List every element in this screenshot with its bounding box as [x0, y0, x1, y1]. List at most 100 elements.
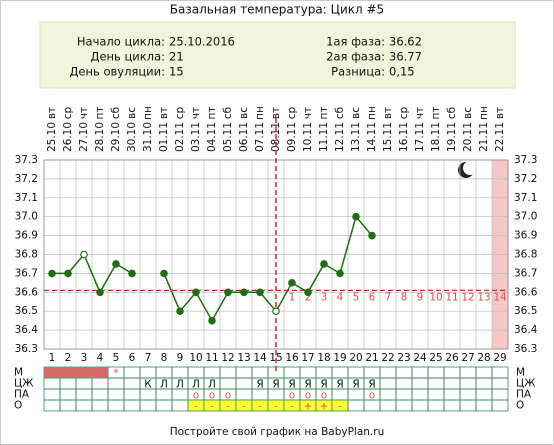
row-label: ПА [14, 389, 30, 401]
menses-cell [60, 367, 76, 378]
x-tick-label: 21 [365, 352, 378, 364]
x-tick-label: 3 [81, 352, 88, 364]
cell-text: Я [272, 379, 279, 391]
y-tick-label-right: 37.1 [514, 192, 537, 204]
cell-text: Я [336, 379, 343, 391]
x-tick-label: 10 [189, 352, 202, 364]
info-label: Разница: [331, 65, 385, 79]
temp-point [192, 288, 200, 297]
cell-text: Л [208, 379, 216, 391]
x-tick-label: 27 [461, 352, 474, 364]
date: 13.11 [350, 122, 362, 152]
cell-text: - [258, 401, 262, 413]
date: 03.11 [190, 122, 202, 152]
temp-point [272, 307, 280, 316]
luteal-day: 8 [401, 291, 408, 303]
cell-text: Л [176, 379, 184, 391]
y-tick-label: 36.7 [15, 267, 38, 279]
info-box [39, 21, 516, 89]
weekday: сб [334, 107, 346, 119]
weekday: вс [350, 107, 362, 119]
date: 09.11 [286, 122, 298, 152]
x-tick-label: 8 [161, 352, 168, 364]
x-tick-label: 5 [113, 352, 120, 364]
x-tick-label: 13 [237, 352, 250, 364]
temp-point [224, 288, 232, 297]
temp-point [352, 212, 360, 221]
weekday: вт [494, 107, 506, 119]
y-tick-label: 37.1 [15, 192, 38, 204]
x-tick-label: 29 [493, 352, 506, 364]
x-tick-label: 23 [397, 352, 410, 364]
x-tick-label: 12 [221, 352, 234, 364]
info-value: 0,15 [389, 65, 415, 79]
temp-point [128, 269, 136, 278]
date: 18.11 [430, 122, 442, 152]
date: 28.10 [94, 122, 106, 152]
temp-point [256, 288, 264, 297]
info-label: День цикла: [90, 50, 165, 64]
x-tick-label: 28 [477, 352, 490, 364]
info-label: 2ая фаза: [326, 50, 385, 64]
date: 30.10 [126, 122, 138, 152]
cell-text: Я [256, 379, 263, 391]
x-tick-label: 22 [381, 352, 394, 364]
info-value: 36.62 [389, 35, 422, 49]
weekday: вт [270, 107, 282, 119]
weekday: пн [478, 106, 490, 120]
date: 05.11 [222, 122, 234, 152]
y-tick-label: 36.9 [15, 230, 38, 242]
info-value: 21 [169, 50, 184, 64]
info-value: 25.10.2016 [169, 35, 235, 49]
cell-text: - [338, 401, 342, 413]
y-tick-label-right: 36.7 [514, 267, 537, 279]
cell-text: о [209, 390, 215, 402]
y-tick-label: 36.3 [15, 343, 38, 355]
y-tick-label-right: 36.3 [514, 343, 537, 355]
row-label-right: М [516, 367, 525, 379]
x-tick-label: 20 [349, 352, 362, 364]
chart-title: Базальная температура: Цикл #5 [170, 3, 384, 17]
date: 29.10 [110, 122, 122, 152]
temp-point [368, 231, 376, 240]
date: 25.10 [46, 122, 58, 152]
x-tick-label: 25 [429, 352, 442, 364]
weekday: вт [46, 107, 58, 119]
x-tick-label: 2 [65, 352, 72, 364]
date: 31.10 [142, 122, 154, 152]
cell [491, 399, 509, 412]
row-label-right: ЦЖ [516, 378, 536, 390]
row-label-right: ПА [516, 389, 532, 401]
date: 17.11 [414, 122, 426, 152]
weekday: вт [158, 107, 170, 119]
temp-point [160, 269, 168, 278]
temp-point [112, 260, 120, 268]
cell-text: - [194, 401, 198, 413]
temp-point [208, 316, 216, 325]
y-tick-label-right: 37.2 [514, 173, 537, 185]
x-tick-label: 9 [177, 352, 184, 364]
cell-text: Я [368, 379, 375, 391]
menses-cell [44, 367, 60, 378]
weekday: сб [222, 107, 234, 119]
weekday: чт [414, 107, 426, 119]
y-tick-label: 36.8 [15, 249, 38, 261]
x-tick-label: 16 [285, 352, 299, 364]
y-tick-label: 37.2 [15, 173, 38, 185]
luteal-day: 13 [477, 291, 490, 303]
date: 16.11 [398, 122, 410, 152]
cell-text: - [274, 401, 278, 413]
weekday: вс [238, 107, 250, 119]
cell-text: Я [304, 379, 311, 391]
cell-text: о [305, 390, 311, 402]
cell-text: + [304, 401, 313, 413]
date: 10.11 [302, 122, 314, 152]
date: 22.11 [494, 122, 506, 152]
temp-point [240, 288, 248, 297]
weekday: пт [206, 107, 218, 120]
weekday: чт [190, 107, 202, 119]
cell-text: - [210, 401, 214, 413]
date: 15.11 [382, 122, 394, 152]
menses-cell [76, 367, 92, 378]
footer: Постройте свой график на BabyPlan.ru [170, 426, 384, 438]
